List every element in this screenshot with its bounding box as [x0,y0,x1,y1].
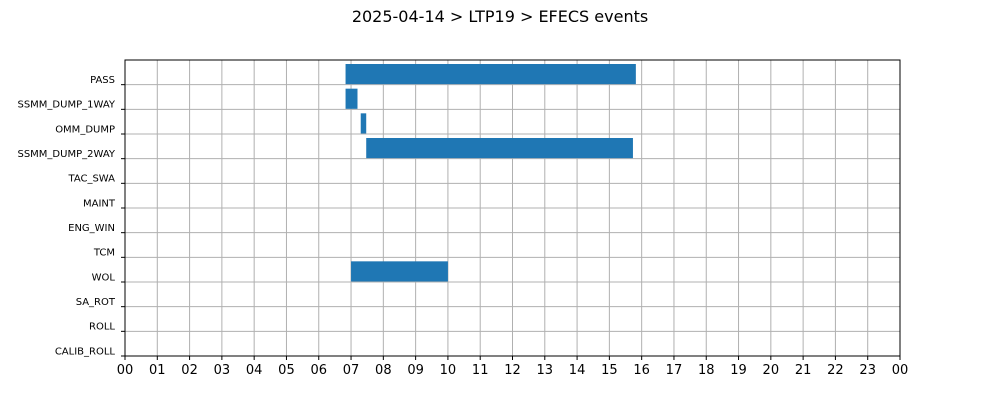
category-label: SA_ROT [76,297,116,308]
x-tick-label: 22 [827,363,844,378]
x-tick-label: 20 [763,363,780,378]
x-tick-label: 11 [472,363,489,378]
x-tick-label: 23 [859,363,876,378]
x-tick-label: 17 [666,363,683,378]
x-tick-label: 04 [246,363,263,378]
x-tick-label: 08 [375,363,392,378]
event-bar-wol [351,261,448,282]
event-bars [345,64,636,282]
category-label: MAINT [83,198,116,209]
x-tick-label: 00 [117,363,134,378]
category-label: TCM [93,248,115,259]
grid-lines [125,60,900,356]
x-tick-label: 07 [343,363,360,378]
x-tick-label: 21 [795,363,812,378]
x-tick-label: 03 [214,363,231,378]
x-tick-label: 13 [537,363,554,378]
x-tick-label: 05 [278,363,295,378]
category-label: TAC_SWA [67,174,115,185]
category-label: ENG_WIN [68,223,115,234]
category-label: CALIB_ROLL [55,346,116,357]
x-tick-label: 01 [149,363,166,378]
event-bar-ssmm-dump-1way [345,88,358,109]
axis-labels: 00 01 02 03 04 05 06 07 08 09 10 11 12 13 14 15 16 17 18 19… [17,75,908,378]
category-label: OMM_DUMP [55,124,115,135]
x-tick-label: 06 [310,363,327,378]
x-tick-label: 18 [698,363,715,378]
x-tick-label: 19 [730,363,747,378]
x-tick-label: 15 [601,363,618,378]
category-label: WOL [92,272,116,283]
x-tick-label: 00 [892,363,909,378]
x-tick-label: 09 [407,363,424,378]
event-bar-ssmm-dump-2way [366,138,633,159]
event-bar-omm-dump [360,113,367,134]
category-label: ROLL [89,322,115,333]
chart-title: 2025-04-14 > LTP19 > EFECS events [352,7,648,26]
x-tick-label: 16 [633,363,650,378]
category-label: PASS [90,75,115,86]
category-label: SSMM_DUMP_1WAY [17,100,115,111]
x-tick-label: 12 [504,363,521,378]
x-tick-label: 14 [569,363,586,378]
axis-ticks [121,84,901,360]
x-tick-label: 10 [440,363,457,378]
event-bar-pass [345,64,636,85]
category-label: SSMM_DUMP_2WAY [17,149,115,160]
x-tick-label: 02 [181,363,198,378]
